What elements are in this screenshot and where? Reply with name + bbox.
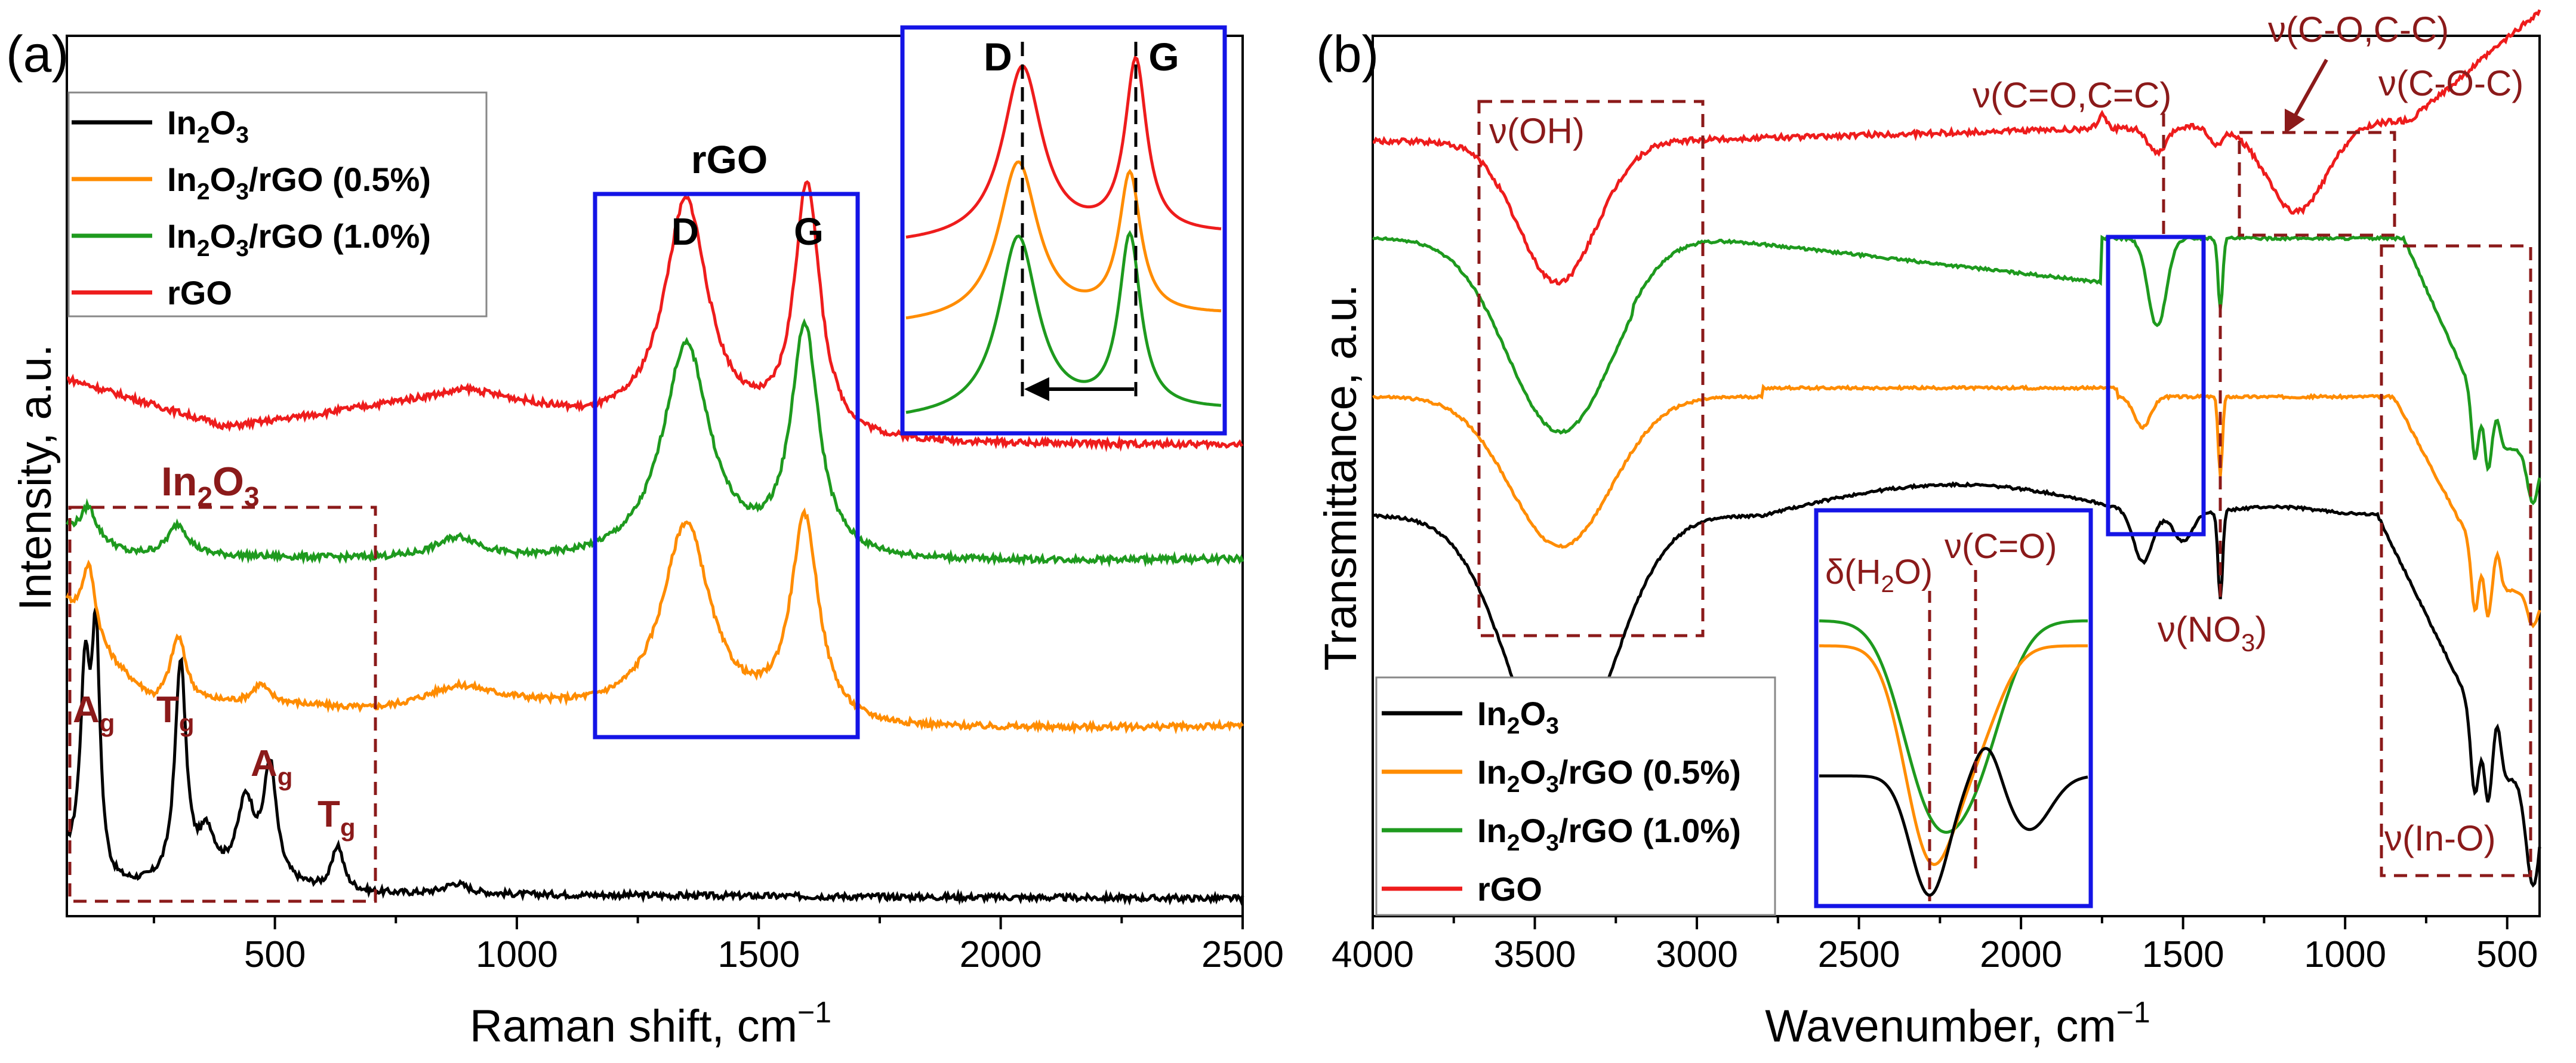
panel-a-in2o3-region-box [68, 506, 377, 903]
legend-entry-label: rGO [167, 274, 232, 312]
no3-label: ν(NO3) [2158, 609, 2267, 657]
panel-b-series-line [1372, 235, 2541, 506]
panel-a-x-tick-label: 2500 [1201, 934, 1284, 975]
panel-b-series-line [1372, 9, 2541, 286]
panel-a-rgo-box [593, 192, 860, 740]
panel-a-frame [66, 35, 1244, 917]
panel-a-inset-box [900, 25, 1227, 436]
panel-a-series-group [65, 180, 1244, 907]
peak-label-tg-1: Tg [156, 689, 195, 737]
panel-b-x-tick-label: 3000 [1656, 934, 1738, 975]
panel-b-x-tick-label: 2000 [1980, 934, 2062, 975]
panel-a-series-line [67, 180, 1244, 452]
coc-top-label: ν(C-O,C-C) [2268, 10, 2449, 50]
panel-b-series-line [1372, 383, 2541, 628]
panel-b-frame [1372, 35, 2541, 917]
panel-a-label: (a) [6, 26, 69, 83]
panel-a-x-tick-label: 1500 [717, 934, 800, 975]
panel-b-x-ticks: 4000 3500 3000 2500 2000 1500 1000 500 [1332, 916, 2538, 975]
coc-arrow-head [2285, 109, 2305, 134]
legend-entry-label: In2O3 [1477, 695, 1559, 739]
panel-a-raman: (a) 500 1000 1500 2000 2500 Raman shift, cm−… [6, 25, 1284, 1052]
panel-a-x-tick-label: 1000 [476, 934, 558, 975]
co-cc-label: ν(C=O,C=C) [1973, 75, 2171, 115]
panel-a-x-tick-label: 500 [244, 934, 306, 975]
panel-a-inset: D G [900, 25, 1227, 436]
inset-g-label: G [1148, 35, 1179, 79]
inset-curve [905, 55, 1222, 239]
panel-a-rgo-d-label: D [671, 210, 699, 253]
panel-b-x-tick-label: 4000 [1332, 934, 1414, 975]
legend-entry-label: rGO [1477, 870, 1542, 908]
inset-d-label: D [984, 35, 1012, 79]
in-o-label: ν(In-O) [2384, 818, 2496, 858]
panel-a-x-tick-label: 2000 [960, 934, 1042, 975]
panel-a-rgo-g-label: G [794, 210, 824, 253]
panel-b-label: (b) [1316, 26, 1379, 83]
coc-arrow [2291, 58, 2328, 121]
panel-b-ftir: (b) 4000 3500 3000 2500 2000 1500 1000 500 Wave… [1315, 9, 2541, 1052]
in-o-region-box [2380, 244, 2532, 877]
panel-b-inset-curves [1819, 619, 2088, 897]
legend-entry-label: In2O3/rGO (0.5%) [1477, 753, 1741, 797]
inset-vco-label: ν(C=O) [1945, 527, 2057, 566]
panel-b-inset-curve [1819, 747, 2088, 897]
inset-curve [905, 230, 1222, 414]
legend-entry-label: In2O3/rGO (1.0%) [167, 217, 431, 261]
panel-a-series-line [65, 608, 1244, 907]
panel-b-x-tick-label: 500 [2476, 934, 2538, 975]
peak-label-tg-2: Tg [318, 794, 356, 842]
panel-b-inset-box [1814, 508, 2093, 908]
panel-b-x-tick-label: 1500 [2142, 934, 2224, 975]
oh-label: ν(OH) [1489, 111, 1585, 151]
panel-b-x-axis-title: Wavenumber, cm−1 [1765, 996, 2150, 1052]
panel-b-legend-box [1375, 676, 1776, 916]
panel-a-x-axis-title: Raman shift, cm−1 [470, 996, 831, 1052]
panel-a-legend-box [67, 91, 488, 318]
inset-curve [905, 160, 1222, 320]
water-carbonyl-box [2106, 235, 2206, 537]
inset-shift-arrow-head [1024, 377, 1049, 401]
panel-b-x-tick-label: 2500 [1818, 934, 1900, 975]
panel-a-legend: In2O3 In2O3/rGO (0.5%) In2O3/rGO (1.0%) rGO [67, 91, 488, 318]
panel-a-x-ticks: 500 1000 1500 2000 2500 [152, 916, 1284, 975]
oh-region-box [1477, 100, 1705, 637]
legend-entry-label: In2O3 [167, 104, 249, 148]
panel-b-x-tick-label: 1000 [2304, 934, 2386, 975]
panel-b-inset: δ(H2O) ν(C=O) [1814, 508, 2093, 908]
panel-a-rgo-box-title: rGO [691, 137, 768, 181]
panel-a-series-line [65, 318, 1244, 568]
panel-a-series-line [65, 507, 1244, 735]
panel-a-in2o3-region-title: In2O3 [161, 459, 260, 512]
coc-region-box [2238, 131, 2396, 237]
legend-entry-label: In2O3/rGO (1.0%) [1477, 812, 1741, 856]
coc-label: ν(C-O-C) [2378, 63, 2523, 103]
legend-entry-label: In2O3/rGO (0.5%) [167, 161, 431, 205]
panel-b-legend: In2O3 In2O3/rGO (0.5%) In2O3/rGO (1.0%) rGO [1375, 676, 1776, 916]
panel-a-y-axis-title: Intensity, a.u. [10, 344, 61, 611]
panel-b-y-axis-title: Transmittance, a.u. [1315, 284, 1366, 671]
inset-curves [905, 55, 1222, 414]
peak-label-ag-2: Ag [251, 743, 292, 791]
peak-label-ag-1: Ag [73, 689, 115, 737]
inset-delta-h2o-label: δ(H2O) [1825, 553, 1933, 597]
panel-b-x-tick-label: 3500 [1494, 934, 1576, 975]
